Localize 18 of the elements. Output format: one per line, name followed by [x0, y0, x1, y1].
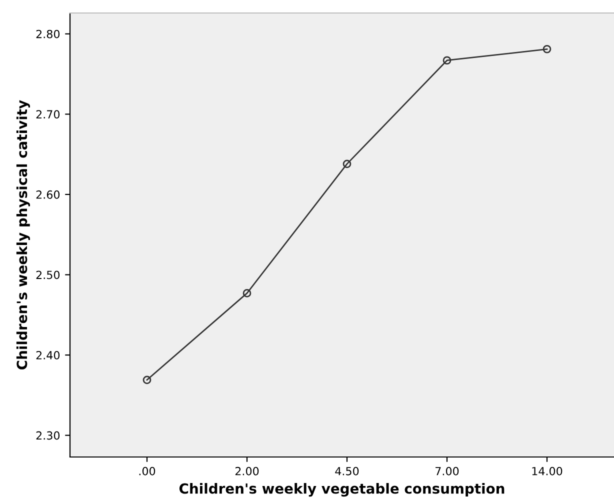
x-tick-label: 7.00	[436, 466, 459, 476]
y-tick-label: 2.80	[36, 30, 60, 38]
x-tick-label: 4.50	[335, 466, 359, 476]
y-tick-label: 2.50	[36, 270, 60, 280]
point	[342, 160, 352, 168]
point	[442, 56, 452, 65]
y-tick-label: 2.60	[36, 190, 60, 199]
y-tick-label: 2.40	[36, 351, 60, 360]
point	[242, 289, 252, 298]
point	[142, 376, 152, 384]
point	[542, 44, 552, 54]
x-axis-title: Children's weekly vegetable consumption	[179, 483, 504, 497]
y-tick-label: 2.30	[36, 431, 60, 440]
y-axis-title: Children's weekly physical cativity	[16, 100, 30, 370]
x-tick-label: .00	[139, 466, 156, 476]
x-tick-label: 2.00	[235, 466, 259, 476]
x-tick-label: 14.00	[532, 466, 562, 476]
y-tick-label: 2.70	[36, 110, 60, 119]
